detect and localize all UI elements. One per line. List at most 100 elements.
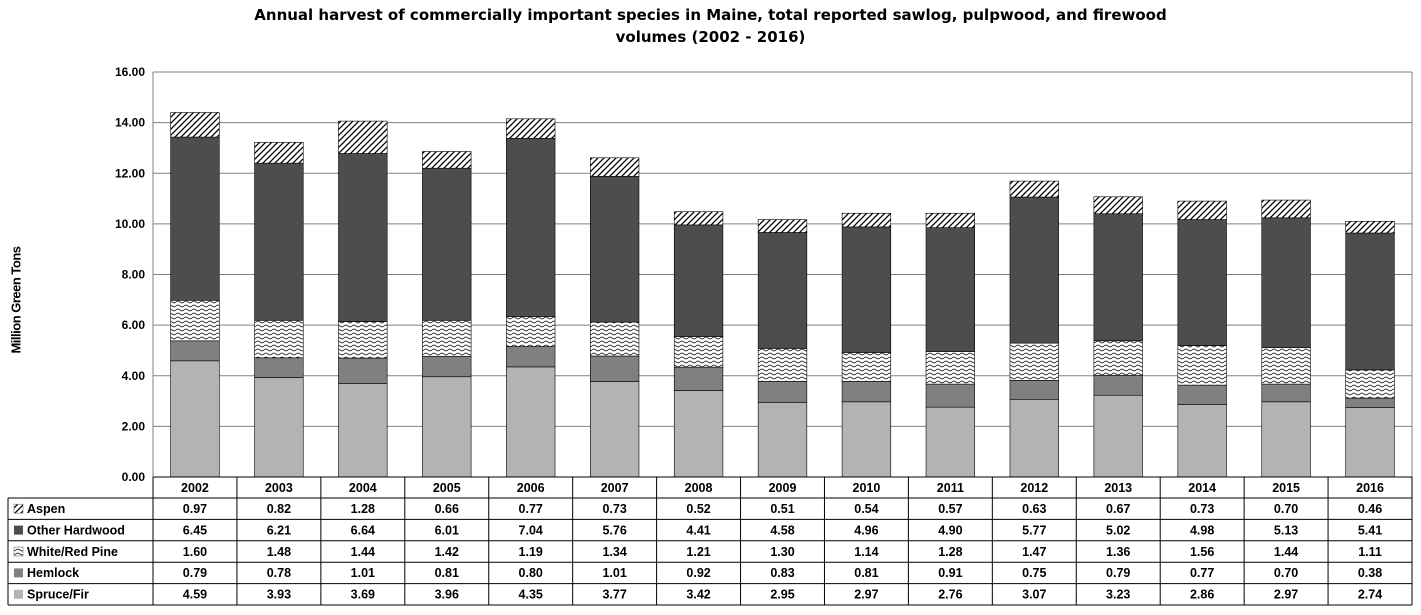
bar-stack-2016 xyxy=(1345,221,1395,478)
bar-hemlock-2003 xyxy=(254,357,304,378)
data-label-aspen: 0.70 xyxy=(1274,502,1298,516)
bar-other-hardwood-2003 xyxy=(254,162,304,321)
bar-white-red-pine-2004 xyxy=(338,321,388,359)
data-label-hemlock: 0.70 xyxy=(1274,566,1298,580)
data-label-spruce-fir: 2.97 xyxy=(1274,588,1298,602)
data-label-other-hardwood: 5.77 xyxy=(1022,523,1046,537)
bar-aspen-2008 xyxy=(673,211,724,226)
bar-aspen-2007 xyxy=(589,157,640,177)
bar-spruce-fir-2003 xyxy=(254,377,304,478)
x-tick-label: 2009 xyxy=(769,481,797,495)
y-tick-label: 8.00 xyxy=(122,268,146,282)
data-label-aspen: 0.82 xyxy=(267,502,291,516)
legend-label-hemlock: Hemlock xyxy=(27,566,79,580)
data-label-other-hardwood: 4.96 xyxy=(854,523,878,537)
data-label-hemlock: 0.75 xyxy=(1022,566,1046,580)
bar-stack-2003 xyxy=(254,142,304,478)
data-label-hemlock: 0.79 xyxy=(183,566,207,580)
data-label-hemlock: 0.83 xyxy=(770,566,794,580)
x-tick-label: 2003 xyxy=(265,481,293,495)
data-label-white-red-pine: 1.47 xyxy=(1022,545,1046,559)
data-label-other-hardwood: 4.90 xyxy=(938,523,962,537)
y-tick-label: 14.00 xyxy=(115,116,145,130)
bar-stack-2007 xyxy=(589,157,640,478)
bar-aspen-2015 xyxy=(1261,199,1311,219)
data-label-spruce-fir: 4.35 xyxy=(519,588,543,602)
data-label-spruce-fir: 3.07 xyxy=(1022,588,1046,602)
bar-spruce-fir-2004 xyxy=(338,383,388,478)
bar-spruce-fir-2006 xyxy=(506,366,556,478)
bar-other-hardwood-2008 xyxy=(673,224,724,337)
chart-title-line2: volumes (2002 - 2016) xyxy=(615,28,806,46)
data-label-white-red-pine: 1.11 xyxy=(1358,545,1382,559)
bar-white-red-pine-2006 xyxy=(506,316,556,347)
data-label-spruce-fir: 3.42 xyxy=(686,588,710,602)
y-tick-label: 16.00 xyxy=(115,65,145,79)
data-label-spruce-fir: 3.77 xyxy=(602,588,626,602)
x-tick-label: 2004 xyxy=(349,481,377,495)
data-label-hemlock: 0.81 xyxy=(854,566,878,580)
x-tick-label: 2002 xyxy=(181,481,209,495)
bar-spruce-fir-2012 xyxy=(1009,398,1059,478)
legend-label-other-hardwood: Other Hardwood xyxy=(27,523,125,537)
bar-stack-2008 xyxy=(673,211,724,478)
data-label-spruce-fir: 2.86 xyxy=(1190,588,1214,602)
bar-white-red-pine-2015 xyxy=(1261,347,1311,385)
data-label-aspen: 0.67 xyxy=(1106,502,1130,516)
data-label-aspen: 0.73 xyxy=(1190,502,1214,516)
chart-title-line1: Annual harvest of commercially important… xyxy=(254,6,1167,24)
bar-stack-2010 xyxy=(841,212,892,478)
data-label-white-red-pine: 1.44 xyxy=(351,545,375,559)
bar-spruce-fir-2011 xyxy=(925,406,976,478)
data-label-white-red-pine: 1.42 xyxy=(435,545,459,559)
data-label-aspen: 0.51 xyxy=(770,502,794,516)
data-label-spruce-fir: 2.76 xyxy=(938,588,962,602)
data-label-white-red-pine: 1.60 xyxy=(183,545,207,559)
bar-hemlock-2009 xyxy=(757,381,808,403)
bar-other-hardwood-2015 xyxy=(1261,217,1311,348)
data-label-spruce-fir: 2.95 xyxy=(770,588,794,602)
bar-other-hardwood-2010 xyxy=(841,226,892,353)
data-label-aspen: 0.77 xyxy=(519,502,543,516)
bar-stack-2015 xyxy=(1261,199,1311,478)
data-label-aspen: 0.52 xyxy=(686,502,710,516)
bar-hemlock-2004 xyxy=(338,357,388,384)
bar-white-red-pine-2009 xyxy=(757,348,808,382)
bar-white-red-pine-2010 xyxy=(841,352,892,382)
bar-other-hardwood-2014 xyxy=(1177,219,1227,346)
bar-stack-2004 xyxy=(338,120,388,478)
bar-stack-2014 xyxy=(1177,200,1227,478)
data-label-spruce-fir: 4.59 xyxy=(183,588,207,602)
bar-hemlock-2015 xyxy=(1261,383,1311,403)
bar-stack-2013 xyxy=(1093,196,1143,478)
bar-hemlock-2008 xyxy=(673,366,724,391)
data-label-white-red-pine: 1.48 xyxy=(267,545,291,559)
bar-spruce-fir-2013 xyxy=(1093,394,1143,478)
bar-white-red-pine-2002 xyxy=(170,300,220,342)
data-label-aspen: 0.54 xyxy=(854,502,878,516)
data-label-white-red-pine: 1.19 xyxy=(519,545,543,559)
data-label-white-red-pine: 1.56 xyxy=(1190,545,1214,559)
data-label-spruce-fir: 3.23 xyxy=(1106,588,1130,602)
data-label-other-hardwood: 4.41 xyxy=(686,523,710,537)
data-label-aspen: 0.57 xyxy=(938,502,962,516)
x-tick-label: 2015 xyxy=(1272,481,1300,495)
data-label-other-hardwood: 7.04 xyxy=(519,523,543,537)
bar-other-hardwood-2012 xyxy=(1009,196,1059,344)
bar-white-red-pine-2003 xyxy=(254,320,304,359)
data-label-hemlock: 1.01 xyxy=(602,566,626,580)
bar-aspen-2005 xyxy=(422,151,472,169)
bar-stack-2005 xyxy=(422,151,472,478)
bar-hemlock-2005 xyxy=(422,355,472,378)
data-label-other-hardwood: 5.13 xyxy=(1274,523,1298,537)
bars xyxy=(170,112,1395,478)
bar-spruce-fir-2008 xyxy=(673,390,724,478)
bar-other-hardwood-2002 xyxy=(170,136,220,301)
bar-stack-2002 xyxy=(170,112,220,478)
data-label-hemlock: 1.01 xyxy=(351,566,375,580)
bar-white-red-pine-2008 xyxy=(673,336,724,368)
data-label-spruce-fir: 3.69 xyxy=(351,588,375,602)
data-label-aspen: 0.66 xyxy=(435,502,459,516)
x-tick-label: 2005 xyxy=(433,481,461,495)
